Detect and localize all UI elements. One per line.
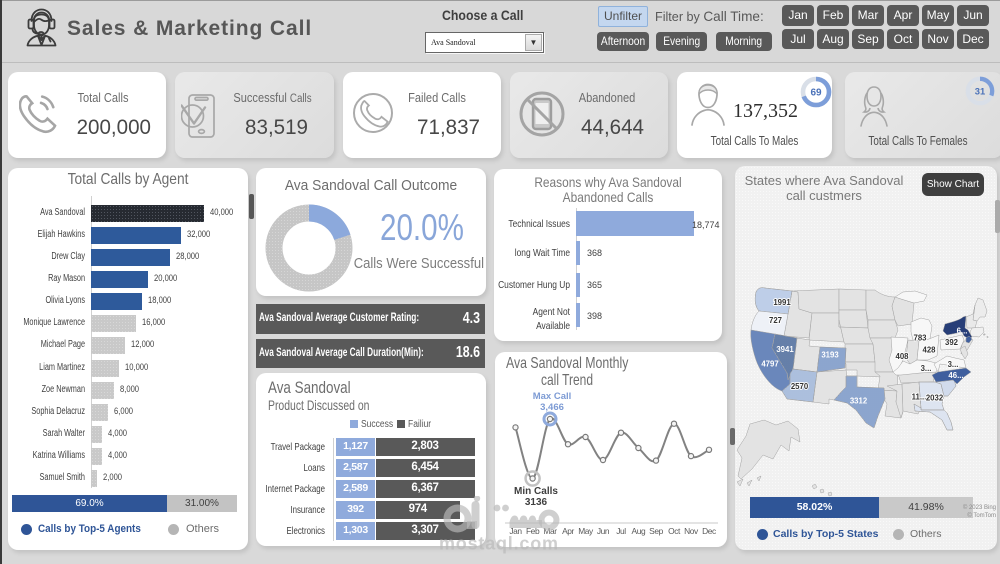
svg-text:3941: 3941 — [776, 345, 794, 354]
svg-text:May: May — [578, 526, 594, 536]
svg-text:Aug: Aug — [632, 526, 646, 536]
svg-text:2570: 2570 — [791, 382, 809, 391]
svg-text:Jan: Jan — [509, 526, 522, 536]
svg-text:mostaql.com: mostaql.com — [439, 534, 559, 554]
svg-text:3193: 3193 — [821, 351, 839, 360]
svg-text:Oct: Oct — [668, 526, 681, 536]
svg-text:46...: 46... — [948, 371, 963, 380]
svg-text:Jun: Jun — [597, 526, 610, 536]
svg-text:Jul: Jul — [616, 526, 626, 536]
svg-text:3...: 3... — [948, 360, 959, 369]
svg-text:783: 783 — [913, 334, 927, 343]
svg-text:Sep: Sep — [649, 526, 663, 536]
svg-text:69: 69 — [810, 88, 822, 99]
svg-text:3...: 3... — [921, 364, 932, 373]
svg-text:31: 31 — [975, 86, 985, 96]
svg-text:Nov: Nov — [684, 526, 699, 536]
svg-text:408: 408 — [895, 352, 909, 361]
svg-text:392: 392 — [945, 338, 959, 347]
svg-text:Dec: Dec — [702, 526, 716, 536]
svg-text:2032: 2032 — [926, 394, 944, 403]
svg-text:428: 428 — [922, 346, 936, 355]
svg-text:Feb: Feb — [526, 526, 540, 536]
svg-text:Apr: Apr — [562, 526, 574, 536]
svg-text:727: 727 — [769, 316, 782, 325]
svg-text:4797: 4797 — [761, 360, 778, 369]
svg-text:Mar: Mar — [543, 526, 557, 536]
svg-text:11...: 11... — [912, 393, 927, 402]
svg-text:3312: 3312 — [850, 397, 868, 406]
svg-text:6...: 6... — [957, 327, 968, 336]
svg-text:1991: 1991 — [773, 298, 791, 307]
